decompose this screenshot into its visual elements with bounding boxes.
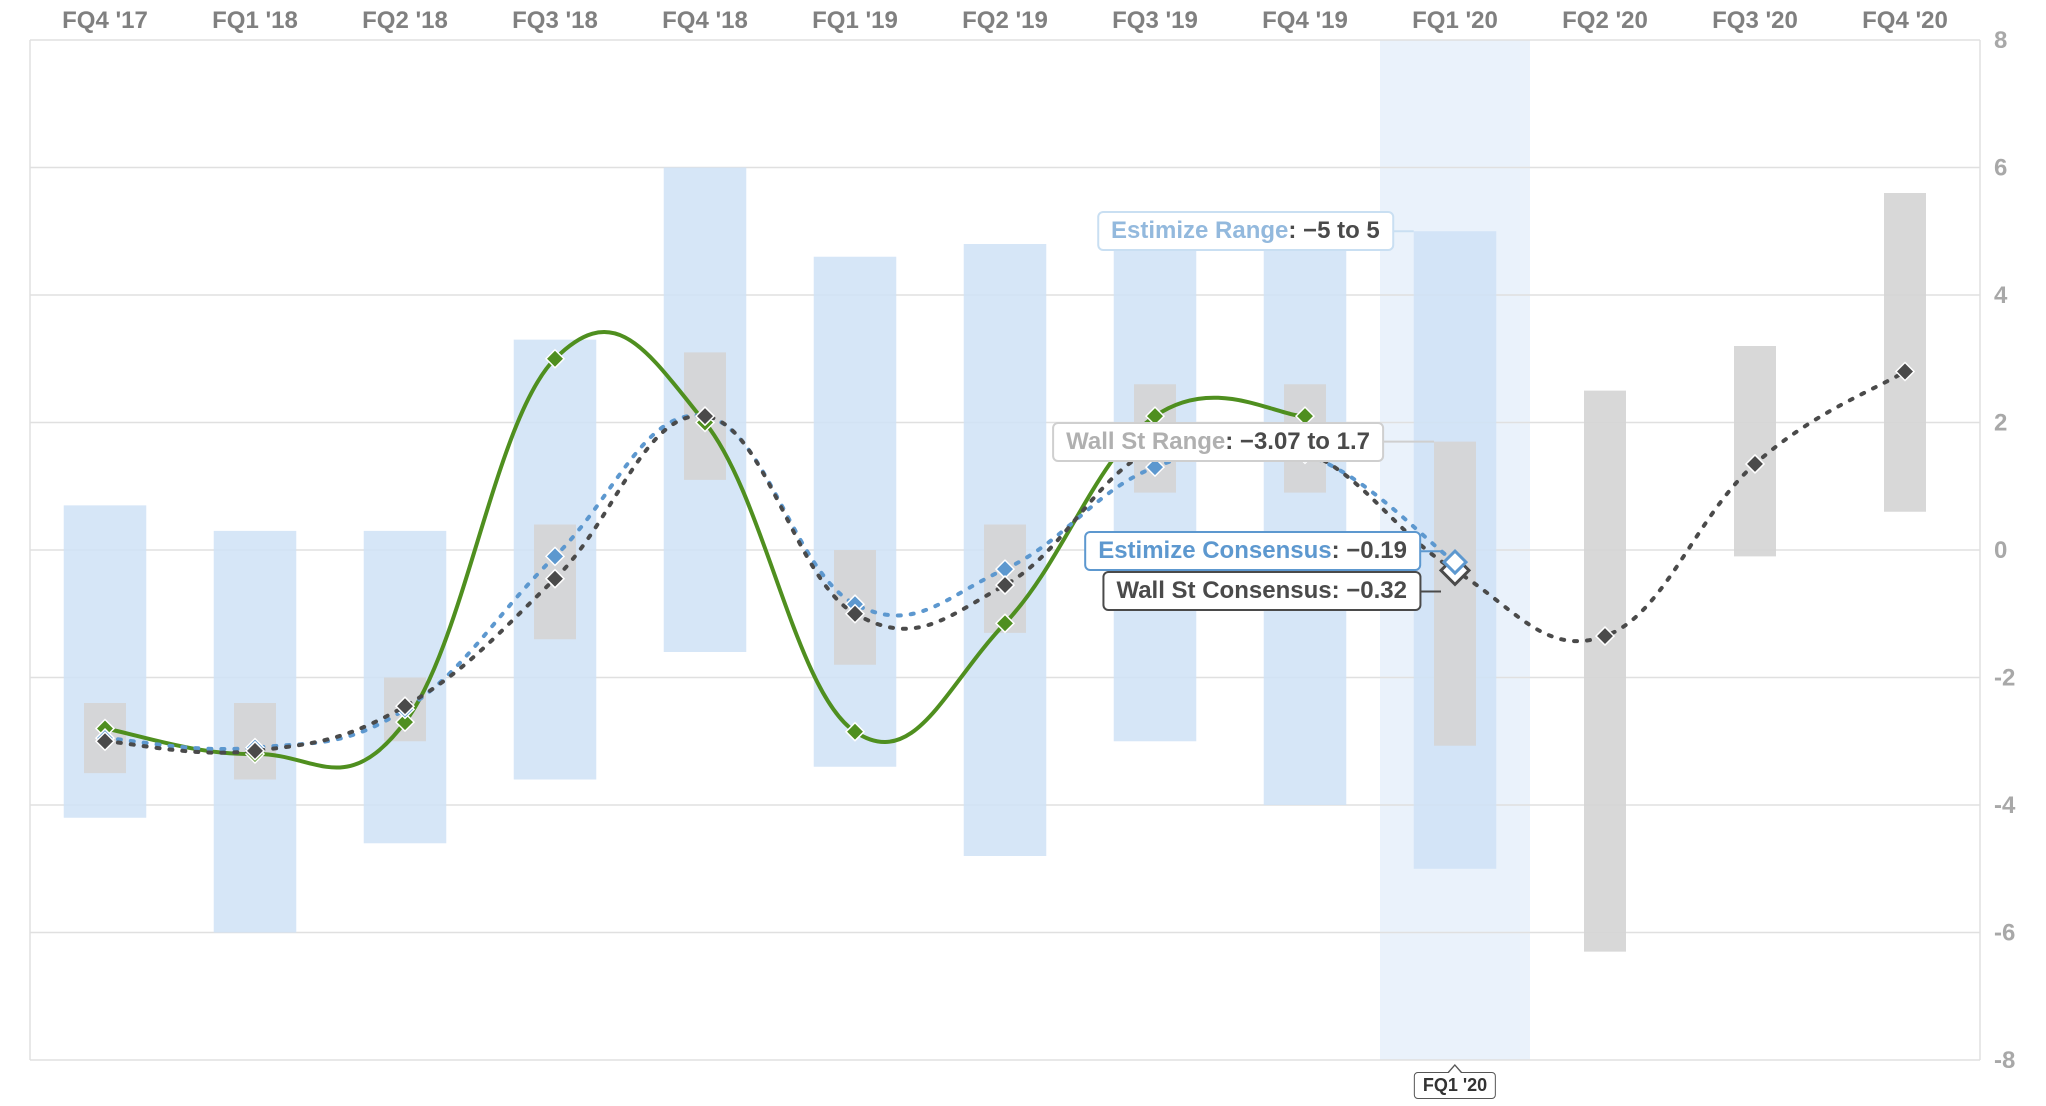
x-tick-label: FQ3 '19 (1112, 7, 1198, 34)
x-tick-label: FQ3 '18 (512, 7, 598, 34)
x-tick-label: FQ4 '20 (1862, 7, 1948, 34)
chart-svg: -8 -6 -4 -2 0 2 4 6 8 FQ4 '17 FQ1 '18 FQ2 '18 FQ3 '1… (0, 0, 2046, 1106)
estimize-range-bar (1264, 212, 1347, 805)
x-tick-label: FQ4 '17 (62, 7, 148, 34)
estimize-consensus-line (105, 415, 1455, 749)
y-tick-label: 4 (1994, 282, 2008, 309)
x-tick-label: FQ4 '19 (1262, 7, 1348, 34)
y-tick-label: 8 (1994, 27, 2007, 54)
y-tick-label: 6 (1994, 155, 2007, 182)
x-tick-label: FQ2 '18 (362, 7, 448, 34)
chart-container: -8 -6 -4 -2 0 2 4 6 8 FQ4 '17 FQ1 '18 FQ2 '18 FQ3 '1… (0, 0, 2046, 1106)
y-tick-label: 0 (1994, 537, 2007, 564)
x-tick-label: FQ1 '18 (212, 7, 298, 34)
wallst-range-bar (1584, 391, 1626, 952)
estimize-range-bar (814, 257, 897, 767)
y-tick-label: -8 (1994, 1047, 2015, 1074)
y-tick-label: -2 (1994, 665, 2015, 692)
category-tag: FQ1 '20 (1414, 1072, 1496, 1099)
x-tick-label: FQ3 '20 (1712, 7, 1798, 34)
x-tick-label: FQ4 '18 (662, 7, 748, 34)
wallst-range-bar (1884, 193, 1926, 512)
x-tick-label: FQ2 '19 (962, 7, 1048, 34)
y-tick-label: 2 (1994, 410, 2007, 437)
x-tick-label: FQ1 '20 (1412, 7, 1498, 34)
y-tick-label: -4 (1994, 792, 2016, 819)
wallst-range-bar (1284, 384, 1326, 492)
x-tick-label: FQ2 '20 (1562, 7, 1648, 34)
x-tick-label: FQ1 '19 (812, 7, 898, 34)
y-tick-label: -6 (1994, 920, 2015, 947)
wallst-range-bar (1734, 346, 1776, 556)
wallst-range-bar (1434, 442, 1476, 746)
